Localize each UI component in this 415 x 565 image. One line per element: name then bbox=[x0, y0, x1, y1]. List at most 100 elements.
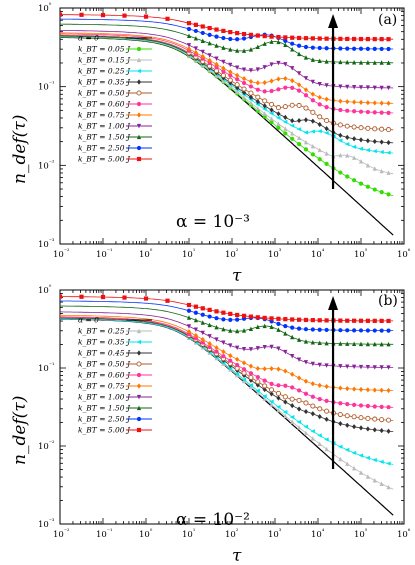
data-point bbox=[296, 117, 302, 124]
data-point bbox=[269, 366, 274, 372]
data-point bbox=[379, 85, 384, 91]
data-point bbox=[365, 415, 371, 422]
data-point bbox=[200, 53, 205, 60]
legend-marker bbox=[136, 361, 142, 367]
panel-a-label: (a) bbox=[378, 12, 397, 28]
data-point bbox=[290, 325, 295, 330]
data-point bbox=[379, 126, 385, 132]
data-point bbox=[235, 48, 240, 53]
data-point bbox=[296, 337, 302, 342]
data-point bbox=[303, 391, 309, 396]
data-point bbox=[365, 100, 370, 106]
data-point bbox=[235, 77, 240, 82]
legend-entry-label: k_BT = 5.00 J bbox=[78, 426, 131, 435]
data-point bbox=[358, 453, 364, 458]
data-point bbox=[344, 413, 350, 419]
data-point bbox=[290, 85, 295, 90]
data-point bbox=[372, 187, 377, 192]
data-point bbox=[282, 104, 288, 110]
legend-marker bbox=[136, 79, 142, 85]
data-point bbox=[214, 27, 219, 32]
data-point bbox=[310, 143, 315, 149]
data-point bbox=[358, 403, 364, 408]
data-point bbox=[276, 321, 281, 326]
data-point bbox=[248, 377, 254, 383]
legend-marker bbox=[136, 156, 142, 162]
data-point bbox=[324, 398, 329, 403]
data-point bbox=[214, 43, 219, 48]
data-point bbox=[303, 327, 309, 332]
data-point bbox=[214, 56, 219, 62]
data-point bbox=[207, 32, 212, 37]
data-point bbox=[255, 346, 260, 351]
legend-entry-label: k_BT = 0.60 J bbox=[78, 100, 131, 109]
data-point bbox=[276, 121, 281, 126]
data-point bbox=[372, 126, 378, 132]
legend-entry-label: k_BT = 0.25 J bbox=[78, 327, 131, 336]
data-point bbox=[365, 426, 370, 432]
data-point bbox=[235, 362, 240, 368]
data-point bbox=[228, 317, 233, 322]
data-point bbox=[310, 327, 315, 332]
data-point bbox=[276, 404, 281, 410]
data-point bbox=[296, 425, 302, 430]
data-point bbox=[352, 36, 357, 42]
data-point bbox=[310, 403, 316, 409]
data-point bbox=[345, 59, 350, 65]
data-point bbox=[317, 433, 322, 438]
data-point bbox=[79, 12, 84, 17]
data-point bbox=[255, 105, 260, 111]
data-point bbox=[235, 31, 240, 36]
data-point bbox=[248, 90, 254, 96]
data-point bbox=[379, 149, 384, 155]
data-point bbox=[317, 406, 323, 412]
data-point bbox=[227, 366, 233, 371]
data-point bbox=[324, 340, 329, 346]
series-line bbox=[60, 300, 394, 331]
data-point bbox=[79, 294, 84, 299]
data-point bbox=[122, 13, 127, 18]
data-point bbox=[283, 131, 288, 136]
data-point bbox=[241, 31, 247, 37]
legend-marker bbox=[136, 416, 142, 422]
data-point bbox=[207, 53, 212, 58]
x-tick-label: 10⁴ bbox=[311, 528, 325, 540]
x-tick-label: 10⁰ bbox=[139, 528, 153, 540]
series-line bbox=[60, 35, 394, 144]
data-point bbox=[303, 424, 309, 429]
data-point bbox=[310, 45, 315, 50]
data-point bbox=[186, 26, 192, 32]
y-tick-label: 10⁻¹ bbox=[38, 81, 54, 93]
legend-marker bbox=[136, 112, 142, 118]
data-point bbox=[344, 447, 350, 453]
data-point bbox=[324, 383, 329, 390]
data-point bbox=[338, 364, 343, 369]
data-point bbox=[338, 98, 343, 104]
data-point bbox=[324, 437, 329, 442]
data-point bbox=[221, 310, 226, 315]
data-point bbox=[317, 157, 322, 162]
data-point bbox=[100, 13, 106, 18]
data-point bbox=[365, 125, 371, 131]
data-point bbox=[310, 436, 315, 441]
data-point bbox=[248, 78, 254, 85]
data-point bbox=[290, 419, 295, 424]
data-point bbox=[385, 127, 392, 133]
data-point bbox=[290, 41, 295, 46]
data-point bbox=[345, 422, 350, 428]
data-point bbox=[358, 470, 364, 475]
data-point bbox=[248, 84, 254, 89]
data-point bbox=[310, 339, 315, 345]
data-point bbox=[310, 411, 315, 417]
data-point bbox=[303, 36, 309, 41]
data-point bbox=[221, 340, 226, 345]
data-point bbox=[100, 294, 106, 300]
data-point bbox=[296, 43, 302, 48]
data-point bbox=[345, 108, 350, 113]
data-point bbox=[207, 322, 212, 328]
x-tick-label: 10⁰ bbox=[139, 248, 153, 260]
data-point bbox=[228, 353, 233, 359]
data-point bbox=[324, 408, 330, 414]
data-point bbox=[255, 315, 260, 320]
data-point bbox=[186, 21, 192, 26]
